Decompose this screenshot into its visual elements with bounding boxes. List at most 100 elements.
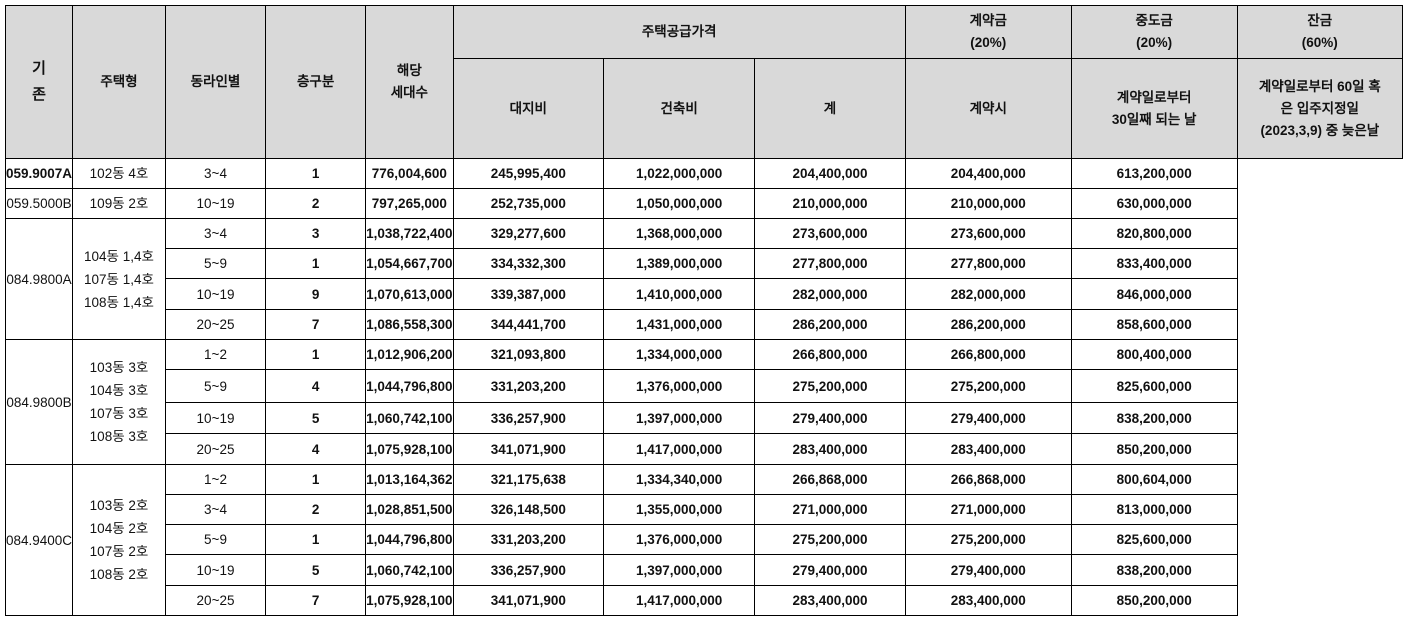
units-cell: 2	[265, 188, 367, 219]
land-cell: 1,070,613,000	[365, 278, 454, 310]
middle-cell: 273,600,000	[904, 218, 1072, 249]
units-cell: 5	[265, 554, 367, 586]
land-cell: 1,075,928,100	[365, 585, 454, 616]
header-supply-price: 주택공급가격	[452, 5, 906, 59]
floor-cell: 20~25	[164, 309, 267, 340]
units-cell: 3	[265, 218, 367, 249]
building-cell: 344,441,700	[452, 309, 605, 340]
deposit-cell: 286,200,000	[754, 309, 906, 340]
header-balance-line-1: 잔금	[1307, 13, 1333, 28]
floor-cell: 3~4	[164, 218, 267, 249]
total-cell: 1,022,000,000	[603, 158, 756, 189]
land-cell: 1,044,796,800	[365, 524, 454, 555]
building-cell: 336,257,900	[452, 554, 605, 586]
total-cell: 1,417,000,000	[603, 433, 756, 465]
header-housing-type: 주택형	[72, 5, 166, 159]
floor-cell: 3~4	[164, 494, 267, 525]
land-cell: 1,060,742,100	[365, 554, 454, 586]
balance-cell: 813,000,000	[1070, 494, 1238, 525]
dong-line-text: 109동 2호	[89, 196, 149, 211]
total-cell: 1,355,000,000	[603, 494, 756, 525]
header-balance-when-line-1: 계약일로부터 60일 혹	[1258, 78, 1381, 94]
header-floor: 층구분	[265, 5, 367, 159]
total-cell: 1,334,000,000	[603, 339, 756, 370]
dong-line-text: 102동 4호	[89, 166, 149, 181]
total-cell: 1,410,000,000	[603, 278, 756, 310]
dong-line-cell: 103동 3호 104동 3호 107동 3호 108동 3호	[72, 339, 166, 465]
floor-cell: 5~9	[164, 369, 267, 403]
units-cell: 7	[265, 309, 367, 340]
dong-line-text: 103동 3호	[89, 360, 149, 375]
header-units: 해당 세대수	[365, 5, 454, 159]
table-row: 084.9800A 104동 1,4호 107동 1,4호 108동 1,4호 3~4 3…	[4, 218, 1403, 340]
middle-cell: 275,200,000	[904, 369, 1072, 403]
table-row: 084.9800B 103동 3호 104동 3호 107동 3호 108동 3호 1~2…	[4, 339, 1403, 465]
land-cell: 1,054,667,700	[365, 248, 454, 279]
building-cell: 336,257,900	[452, 402, 605, 434]
deposit-cell: 283,400,000	[754, 433, 906, 465]
land-cell: 1,044,796,800	[365, 369, 454, 403]
balance-cell: 630,000,000	[1070, 188, 1238, 219]
header-dong-line: 동라인별	[164, 5, 267, 159]
category-label-char-1: 기	[32, 60, 46, 77]
building-cell: 341,071,900	[452, 585, 605, 616]
header-land-cost: 대지비	[452, 58, 605, 159]
total-cell: 1,376,000,000	[603, 524, 756, 555]
dong-line-text: 104동 1,4호	[84, 248, 154, 264]
deposit-cell: 275,200,000	[754, 524, 906, 555]
units-cell: 7	[265, 585, 367, 616]
table-row: 084.9400C 103동 2호 104동 2호 107동 2호 108동 2호 1~2…	[4, 464, 1403, 616]
dong-line-text: 108동 3호	[89, 429, 149, 444]
housing-type-cell: 084.9400C	[4, 464, 74, 616]
header-deposit-line-1: 계약금	[969, 13, 1007, 28]
units-cell: 1	[265, 524, 367, 555]
header-balance-when-line-2: 은 입주지정일	[1280, 100, 1359, 116]
units-cell: 1	[265, 339, 367, 370]
dong-line-cell: 103동 2호 104동 2호 107동 2호 108동 2호	[72, 464, 166, 616]
header-balance-when-line-3: (2023,3,9) 중 늦은날	[1260, 122, 1380, 138]
units-cell: 5	[265, 402, 367, 434]
floor-cell: 3~4	[164, 158, 267, 189]
dong-line-text: 108동 1,4호	[84, 294, 154, 310]
price-table-wrapper: 기 존 주택형 동라인별 층구분 해당 세대수 주택공급가격 계약금 (20%)…	[4, 5, 1403, 616]
header-units-line-2: 세대수	[390, 85, 428, 100]
table-row: 5~9 1 1,054,667,700 334,332,300 1,389,000,00…	[6, 248, 1403, 279]
floor-cell: 5~9	[164, 524, 267, 555]
header-middle-when-line-2: 30일째 되는 날	[1111, 111, 1197, 127]
table-row: 5~9 1 1,044,796,800 331,203,200 1,376,000,00…	[6, 524, 1403, 555]
units-cell: 1	[265, 158, 367, 189]
middle-cell: 277,800,000	[904, 248, 1072, 279]
deposit-cell: 279,400,000	[754, 402, 906, 434]
housing-type-cell: 084.9800A	[4, 218, 74, 340]
balance-cell: 820,800,000	[1070, 218, 1238, 249]
dong-line-text: 104동 3호	[89, 383, 149, 398]
middle-cell: 279,400,000	[904, 554, 1072, 586]
middle-cell: 286,200,000	[904, 309, 1072, 340]
floor-cell: 1~2	[164, 464, 267, 495]
building-cell: 334,332,300	[452, 248, 605, 279]
header-middle-payment: 중도금 (20%)	[1070, 5, 1238, 59]
header-total: 계	[754, 58, 906, 159]
header-building-cost: 건축비	[603, 58, 756, 159]
units-cell: 1	[265, 248, 367, 279]
balance-cell: 838,200,000	[1070, 554, 1238, 586]
building-cell: 252,735,000	[452, 188, 605, 219]
total-cell: 1,368,000,000	[603, 218, 756, 249]
dong-line-text: 107동 1,4호	[84, 271, 154, 287]
balance-cell: 613,200,000	[1070, 158, 1238, 189]
units-cell: 2	[265, 494, 367, 525]
middle-cell: 210,000,000	[904, 188, 1072, 219]
deposit-cell: 283,400,000	[754, 585, 906, 616]
dong-line-text: 108동 2호	[89, 567, 149, 582]
deposit-cell: 275,200,000	[754, 369, 906, 403]
total-cell: 1,389,000,000	[603, 248, 756, 279]
deposit-cell: 266,800,000	[754, 339, 906, 370]
balance-cell: 825,600,000	[1070, 369, 1238, 403]
floor-cell: 1~2	[164, 339, 267, 370]
deposit-cell: 273,600,000	[754, 218, 906, 249]
table-row: 059.9007A 102동 4호 3~4 1 776,004,600 245,995,4…	[4, 158, 1403, 189]
table-row: 059.5000B 109동 2호 10~19 2 797,265,000 252,735…	[4, 188, 1403, 219]
total-cell: 1,397,000,000	[603, 554, 756, 586]
building-cell: 341,071,900	[452, 433, 605, 465]
middle-cell: 282,000,000	[904, 278, 1072, 310]
